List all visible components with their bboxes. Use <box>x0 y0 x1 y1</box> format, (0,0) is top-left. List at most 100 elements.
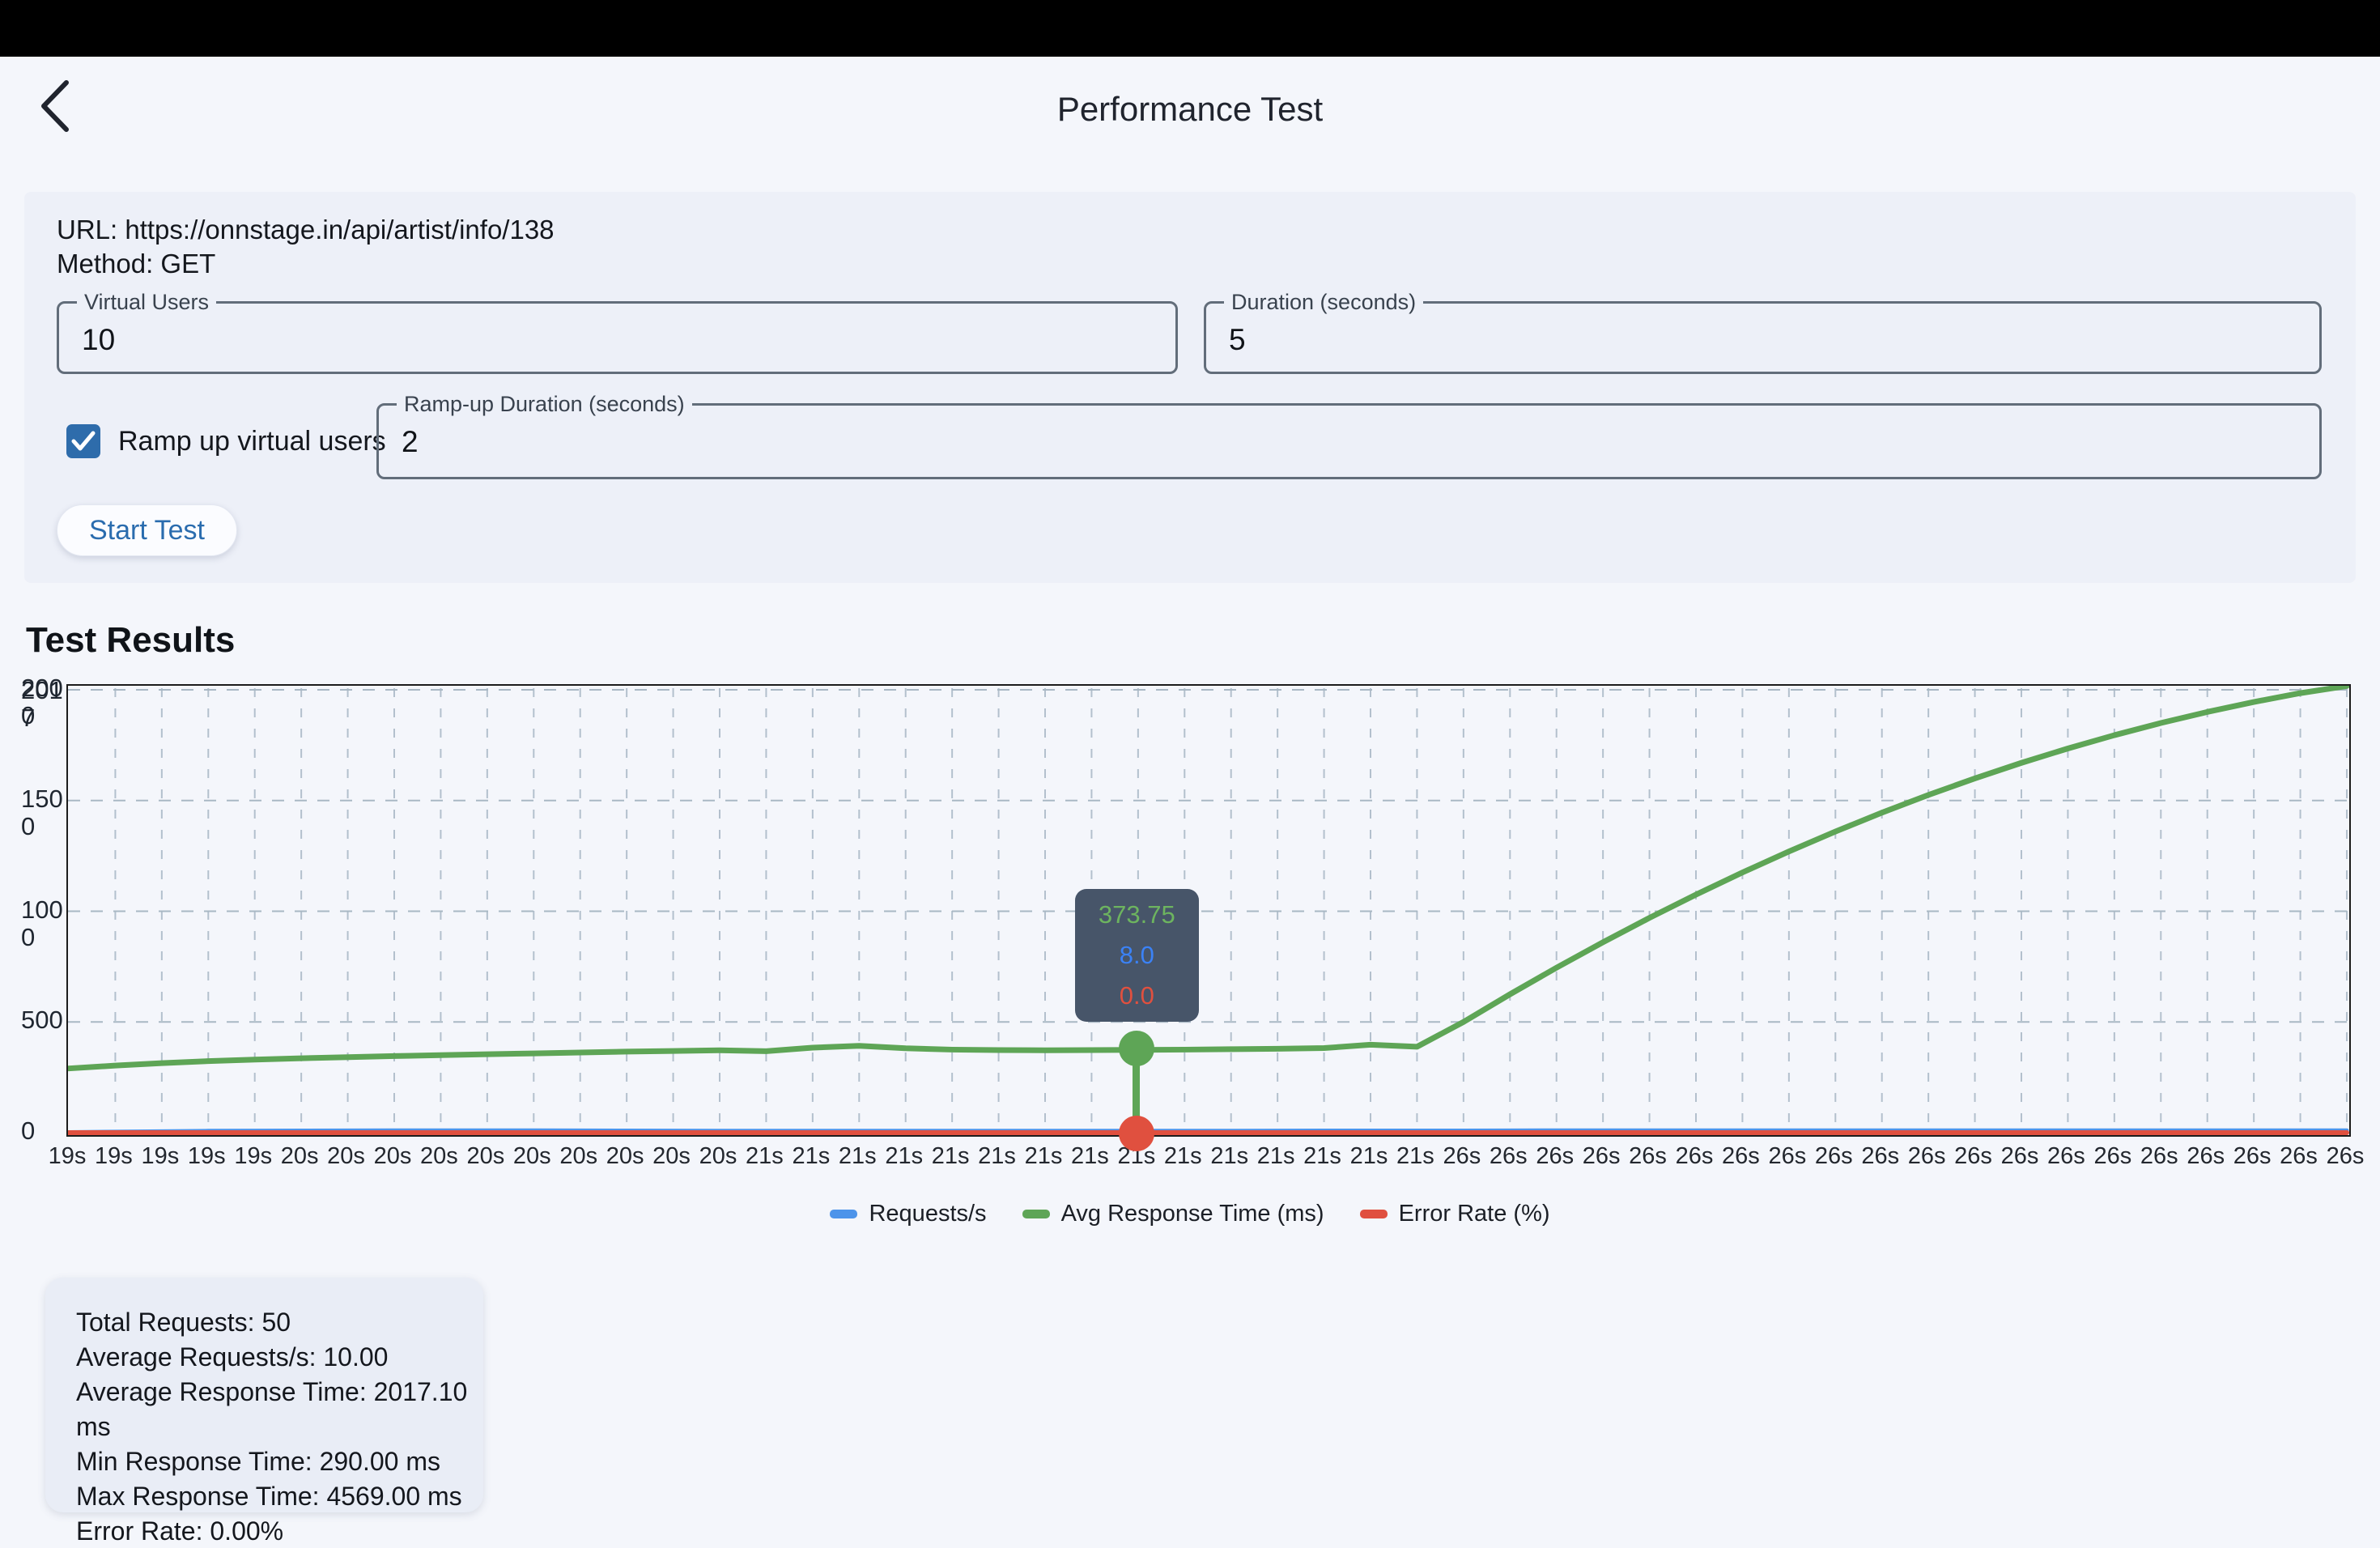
x-axis-label: 21s <box>885 1143 924 1169</box>
legend-item: Requests/s <box>830 1201 987 1227</box>
x-axis-label: 21s <box>978 1143 1016 1169</box>
x-axis-label: 21s <box>1396 1143 1434 1169</box>
results-heading: Test Results <box>26 620 236 660</box>
summary-line: Average Requests/s: 10.00 <box>76 1342 389 1372</box>
x-axis-label: 26s <box>2326 1143 2365 1169</box>
x-axis-label: 19s <box>95 1143 133 1169</box>
x-axis-label: 20s <box>606 1143 644 1169</box>
url-text: URL: https://onnstage.in/api/artist/info… <box>57 215 555 245</box>
legend-item: Error Rate (%) <box>1359 1201 1550 1227</box>
y-axis-label: 150 0 <box>21 784 63 840</box>
x-axis-label: 26s <box>1768 1143 1807 1169</box>
tooltip-value: 373.75 <box>1098 899 1175 929</box>
x-axis-label: 20s <box>512 1143 551 1169</box>
x-axis-label: 20s <box>420 1143 458 1169</box>
x-axis-label: 26s <box>1582 1143 1621 1169</box>
back-button[interactable] <box>29 74 81 139</box>
summary-line: Max Response Time: 4569.00 ms <box>76 1482 462 1511</box>
status-bar <box>0 0 2380 57</box>
x-axis-label: 20s <box>373 1143 412 1169</box>
x-axis-label: 19s <box>234 1143 273 1169</box>
virtual-users-label: Virtual Users <box>77 290 217 314</box>
x-axis-label: 20s <box>699 1143 737 1169</box>
duration-label: Duration (seconds) <box>1224 290 1424 314</box>
legend-swatch <box>830 1210 858 1218</box>
legend-label: Requests/s <box>869 1201 987 1227</box>
y-axis-label: 100 0 <box>21 895 63 951</box>
x-axis-label: 20s <box>652 1143 691 1169</box>
summary-line: Average Response Time: 2017.10 ms <box>76 1377 468 1441</box>
check-icon <box>71 431 96 451</box>
ramp-up-duration-field[interactable]: Ramp-up Duration (seconds) 2 <box>376 392 2322 479</box>
x-axis-label: 21s <box>838 1143 877 1169</box>
selected-axis-dot[interactable] <box>1118 1116 1154 1151</box>
x-axis-label: 20s <box>559 1143 598 1169</box>
x-axis-label: 26s <box>2140 1143 2178 1169</box>
x-axis-label: 26s <box>1536 1143 1575 1169</box>
x-axis-label: 26s <box>1722 1143 1760 1169</box>
y-axis-label: 200 0 <box>21 674 63 729</box>
chevron-left-icon <box>41 79 69 132</box>
x-axis-label: 26s <box>2047 1143 2085 1169</box>
x-axis-label: 26s <box>1489 1143 1528 1169</box>
x-axis-label: 20s <box>466 1143 505 1169</box>
x-axis-label: 20s <box>327 1143 365 1169</box>
x-axis-label: 21s <box>1163 1143 1202 1169</box>
summary-line: Min Response Time: 290.00 ms <box>76 1447 440 1476</box>
tooltip-connector-line <box>1133 1048 1141 1133</box>
start-test-button[interactable]: Start Test <box>57 504 237 556</box>
x-axis-label: 26s <box>1954 1143 1992 1169</box>
x-axis-label: 21s <box>1071 1143 1109 1169</box>
chart-legend: Requests/s Avg Response Time (ms) Error Ra… <box>0 1201 2380 1227</box>
legend-swatch <box>1359 1210 1388 1218</box>
ramp-up-checkbox[interactable] <box>66 424 100 458</box>
virtual-users-value[interactable]: 10 <box>82 323 116 356</box>
legend-label: Avg Response Time (ms) <box>1060 1201 1324 1227</box>
tooltip-value: 8.0 <box>1119 940 1154 969</box>
legend-swatch <box>1022 1210 1050 1218</box>
x-axis-label: 19s <box>48 1143 87 1169</box>
y-axis-label: 201 7 <box>21 676 63 732</box>
y-axis-label: 0 <box>21 1116 36 1145</box>
legend-item: Avg Response Time (ms) <box>1022 1201 1324 1227</box>
method-text: Method: GET <box>57 249 216 279</box>
x-axis-label: 26s <box>2093 1143 2132 1169</box>
x-axis-label: 26s <box>1629 1143 1667 1169</box>
legend-label: Error Rate (%) <box>1398 1201 1550 1227</box>
line-chart <box>68 686 2349 1135</box>
summary-card: Total Requests: 50 Average Requests/s: 10… <box>45 1278 483 1546</box>
x-axis-label: 26s <box>1814 1143 1853 1169</box>
ramp-up-checkbox-label[interactable]: Ramp up virtual users <box>118 425 386 457</box>
x-axis-label: 20s <box>280 1143 319 1169</box>
virtual-users-field[interactable]: Virtual Users 10 <box>57 290 1178 374</box>
x-axis-label: 21s <box>746 1143 784 1169</box>
selected-point-dot[interactable] <box>1118 1030 1154 1066</box>
y-axis-label: 500 <box>21 1006 63 1035</box>
x-axis-label: 19s <box>187 1143 226 1169</box>
x-axis-label: 26s <box>2233 1143 2272 1169</box>
x-axis-label: 19s <box>141 1143 180 1169</box>
duration-field[interactable]: Duration (seconds) 5 <box>1204 290 2322 374</box>
x-axis-label: 21s <box>1256 1143 1295 1169</box>
x-axis-label: 26s <box>1443 1143 1481 1169</box>
chart-tooltip: 373.75 8.0 0.0 <box>1074 888 1199 1022</box>
x-axis-label: 26s <box>2000 1143 2039 1169</box>
x-axis-label: 26s <box>2280 1143 2318 1169</box>
x-axis-label: 21s <box>1210 1143 1249 1169</box>
ramp-up-duration-value[interactable]: 2 <box>402 425 419 458</box>
page-title: Performance Test <box>1056 90 1324 128</box>
ramp-up-duration-label: Ramp-up Duration (seconds) <box>397 392 692 416</box>
summary-line: Error Rate: 0.00% <box>76 1516 284 1546</box>
x-axis-label: 21s <box>792 1143 831 1169</box>
x-axis-label: 21s <box>1303 1143 1341 1169</box>
ramp-up-checkbox-row: Ramp up virtual users <box>66 421 386 461</box>
x-axis-label: 21s <box>1024 1143 1063 1169</box>
duration-value[interactable]: 5 <box>1229 323 1246 356</box>
tooltip-value: 0.0 <box>1119 980 1154 1010</box>
x-axis-label: 21s <box>1349 1143 1388 1169</box>
chart-plot-area[interactable] <box>66 684 2351 1137</box>
test-config-panel: URL: https://onnstage.in/api/artist/info… <box>24 192 2356 583</box>
x-axis-label: 26s <box>1861 1143 1900 1169</box>
x-axis-label: 21s <box>931 1143 970 1169</box>
